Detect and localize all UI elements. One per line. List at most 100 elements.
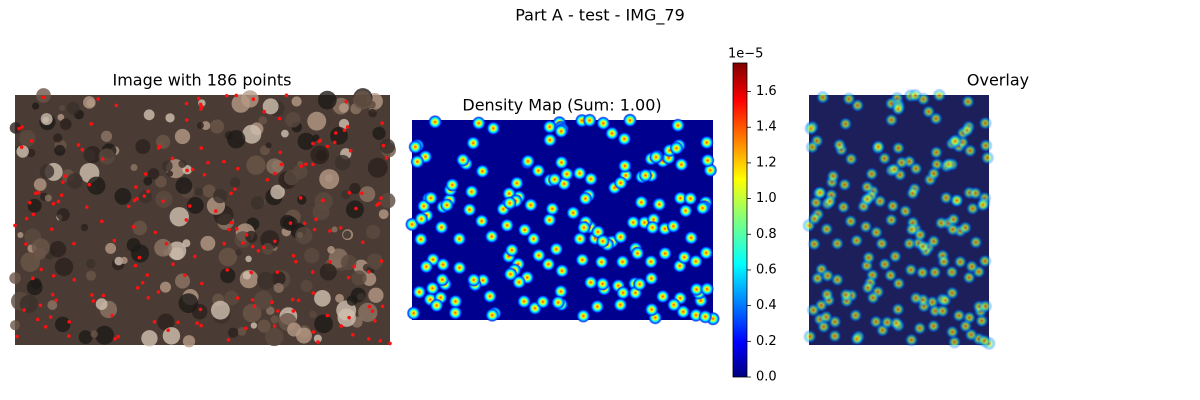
texture	[256, 271, 275, 290]
texture	[826, 169, 841, 184]
texture	[67, 320, 72, 324]
texture	[24, 216, 29, 221]
texture	[613, 230, 628, 245]
texture	[466, 136, 481, 151]
texture	[860, 280, 875, 295]
tick-label: 1.6	[756, 84, 777, 99]
texture	[234, 227, 239, 231]
texture	[222, 159, 226, 164]
texture	[135, 285, 140, 290]
texture	[347, 190, 352, 195]
texture	[291, 253, 296, 258]
texture	[509, 176, 524, 191]
texture	[54, 316, 71, 333]
texture	[273, 239, 277, 244]
texture	[547, 172, 562, 187]
texture	[380, 304, 385, 309]
texture	[339, 324, 344, 328]
texture	[978, 299, 993, 314]
texture	[312, 203, 330, 221]
texture	[183, 273, 187, 278]
texture	[958, 319, 973, 334]
texture	[224, 290, 239, 306]
texture	[695, 201, 710, 216]
texture	[152, 319, 157, 324]
texture	[224, 94, 229, 98]
texture	[590, 299, 605, 314]
texture	[877, 257, 892, 272]
texture	[242, 303, 262, 323]
texture	[926, 166, 941, 181]
texture	[153, 230, 158, 235]
panel-title: Overlay	[967, 71, 1029, 90]
texture	[617, 158, 632, 173]
texture	[202, 172, 207, 177]
texture	[235, 296, 240, 300]
texture	[347, 315, 351, 320]
texture	[290, 297, 295, 302]
texture	[874, 236, 889, 251]
texture	[632, 277, 647, 292]
texture	[258, 116, 267, 125]
texture	[471, 116, 486, 131]
texture	[15, 334, 19, 339]
texture	[155, 190, 173, 208]
texture	[448, 305, 463, 320]
texture	[375, 203, 379, 207]
texture	[428, 114, 443, 129]
texture	[455, 152, 470, 167]
texture	[90, 330, 98, 338]
texture	[100, 130, 113, 142]
texture	[435, 272, 450, 287]
texture	[17, 126, 21, 131]
texture	[517, 222, 532, 237]
texture	[174, 128, 191, 145]
texture	[135, 139, 151, 155]
texture	[166, 328, 170, 333]
texture	[226, 338, 231, 342]
texture	[40, 113, 53, 126]
texture	[31, 212, 36, 217]
texture	[250, 322, 257, 329]
texture	[945, 286, 960, 301]
texture	[553, 284, 568, 299]
texture	[312, 227, 317, 232]
texture	[384, 155, 389, 160]
texture	[486, 121, 501, 136]
texture	[120, 256, 128, 265]
texture	[146, 189, 150, 194]
texture	[95, 325, 115, 345]
texture	[231, 94, 251, 113]
texture	[252, 304, 257, 309]
texture	[452, 260, 467, 275]
texture	[201, 121, 211, 131]
texture	[19, 145, 24, 149]
texture	[9, 272, 21, 284]
texture	[31, 238, 50, 257]
tick-label: 0.8	[756, 227, 777, 242]
texture	[343, 230, 352, 239]
texture	[975, 198, 990, 213]
texture	[89, 122, 94, 126]
texture	[210, 300, 230, 320]
texture	[349, 182, 361, 195]
texture	[244, 233, 249, 237]
texture	[164, 241, 169, 246]
texture	[860, 191, 875, 206]
texture	[59, 118, 72, 131]
texture	[262, 109, 267, 114]
texture	[806, 303, 821, 318]
texture	[178, 159, 187, 168]
texture	[936, 254, 951, 269]
texture	[575, 252, 590, 267]
texture	[805, 140, 820, 155]
texture	[325, 144, 330, 149]
texture	[594, 255, 609, 270]
texture	[114, 103, 119, 108]
figure-title: Part A - test - IMG_79	[515, 6, 685, 26]
texture	[368, 287, 384, 303]
texture	[212, 188, 228, 204]
texture	[977, 333, 992, 348]
texture	[84, 205, 89, 209]
texture	[379, 259, 384, 263]
